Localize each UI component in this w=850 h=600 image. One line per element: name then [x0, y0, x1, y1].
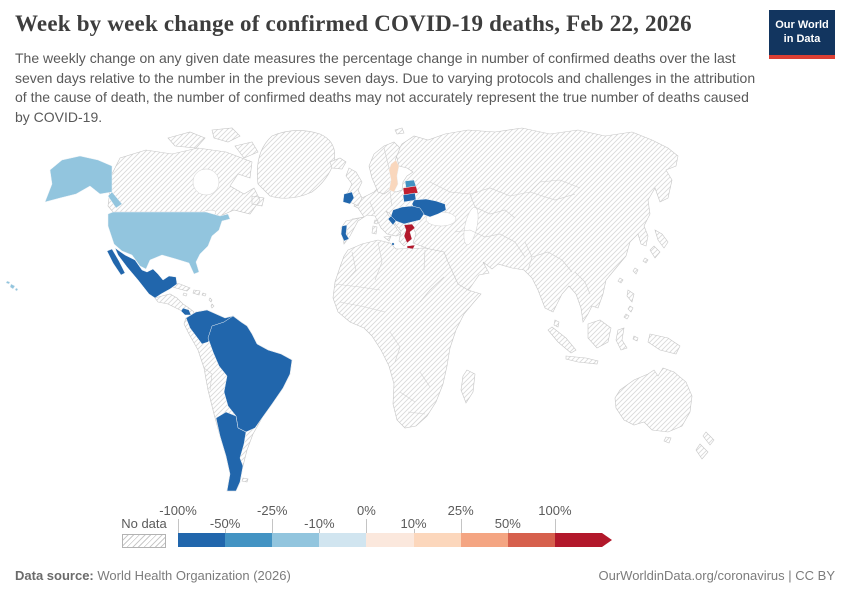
- region-caribbean: [166, 281, 215, 309]
- world-map: [0, 122, 850, 500]
- legend-no-data-swatch[interactable]: [122, 534, 166, 548]
- country-greece[interactable]: [403, 223, 416, 250]
- legend-tick-label: -25%: [257, 503, 288, 518]
- region-med-islands: [371, 219, 392, 242]
- legend-arrow: [602, 533, 612, 547]
- region-madagascar: [460, 369, 476, 404]
- country-alaska[interactable]: [44, 155, 123, 209]
- region-iceland: [329, 157, 347, 170]
- country-balkans[interactable]: [387, 205, 425, 226]
- legend-segment[interactable]: [554, 533, 602, 547]
- legend-segment[interactable]: [225, 533, 273, 547]
- country-latvia[interactable]: [402, 185, 419, 196]
- legend-tick: [272, 519, 274, 533]
- region-indonesia: [547, 319, 681, 365]
- legend-segment[interactable]: [507, 533, 555, 547]
- legend-tick: [225, 529, 227, 533]
- region-sri-lanka: [553, 319, 560, 328]
- footer-datasource-value: World Health Organization (2026): [93, 568, 291, 583]
- footer-datasource-label: Data source:: [15, 568, 94, 583]
- legend-segment[interactable]: [460, 533, 508, 547]
- country-brazil[interactable]: [207, 315, 293, 433]
- chart-subtitle: The weekly change on any given date meas…: [15, 50, 756, 125]
- country-mexico[interactable]: [106, 247, 178, 299]
- legend-tick: [366, 519, 368, 533]
- owid-logo[interactable]: Our World in Data: [769, 10, 835, 59]
- region-philippines: [623, 289, 635, 320]
- legend-tick-label: -100%: [159, 503, 197, 518]
- region-arctic-islands: [167, 127, 405, 165]
- legend-tick-label: 10%: [400, 516, 427, 531]
- legend-no-data-label: No data: [121, 516, 167, 531]
- country-sweden[interactable]: [388, 159, 400, 193]
- country-united-states[interactable]: [107, 211, 231, 275]
- legend-color-bar: [178, 503, 602, 547]
- country-costa-rica[interactable]: [180, 307, 192, 316]
- country-hawaii[interactable]: [5, 280, 19, 292]
- legend-segment[interactable]: [413, 533, 461, 547]
- legend-tick-label: -50%: [209, 516, 241, 531]
- legend: -100% -50% -25% -10% 0% 10% 25% 50% 100%: [159, 503, 618, 553]
- region-eurasia: [340, 127, 679, 323]
- legend-segment[interactable]: [366, 533, 414, 547]
- legend-segment[interactable]: [319, 533, 367, 547]
- page-title: Week by week change of confirmed COVID-1…: [15, 11, 692, 36]
- country-malta[interactable]: [391, 242, 395, 246]
- region-new-zealand: [695, 431, 715, 460]
- legend-tick-label: -10%: [304, 516, 335, 531]
- legend-tick: [554, 519, 556, 533]
- legend-tick: [460, 519, 462, 533]
- footer-link[interactable]: OurWorldinData.org/coronavirus | CC BY: [598, 568, 835, 583]
- region-africa: [332, 239, 482, 429]
- country-portugal[interactable]: [340, 224, 350, 242]
- legend-tick: [413, 529, 415, 533]
- hudson-bay: [192, 168, 220, 196]
- region-japan: [617, 229, 669, 284]
- country-argentina-chile[interactable]: [215, 411, 247, 492]
- region-canada: [107, 147, 265, 217]
- legend-segment[interactable]: [272, 533, 320, 547]
- country-ireland[interactable]: [342, 191, 355, 205]
- legend-tick-label: 0%: [357, 503, 376, 518]
- footer: Data source: World Health Organization (…: [15, 568, 835, 583]
- legend-tick: [507, 529, 509, 533]
- legend-tick: [319, 529, 321, 533]
- region-greenland: [257, 130, 335, 199]
- owid-logo-line2: in Data: [783, 32, 821, 45]
- region-australia: [614, 367, 693, 444]
- legend-segment[interactable]: [178, 533, 226, 547]
- legend-tick-label: 50%: [494, 516, 521, 531]
- legend-tick-label: 25%: [447, 503, 474, 518]
- owid-logo-line1: Our World: [775, 19, 829, 31]
- footer-datasource: Data source: World Health Organization (…: [15, 568, 291, 583]
- legend-tick: [178, 519, 179, 533]
- caspian-sea: [463, 207, 479, 245]
- legend-tick-label: 100%: [538, 503, 572, 518]
- country-borders: [203, 147, 591, 439]
